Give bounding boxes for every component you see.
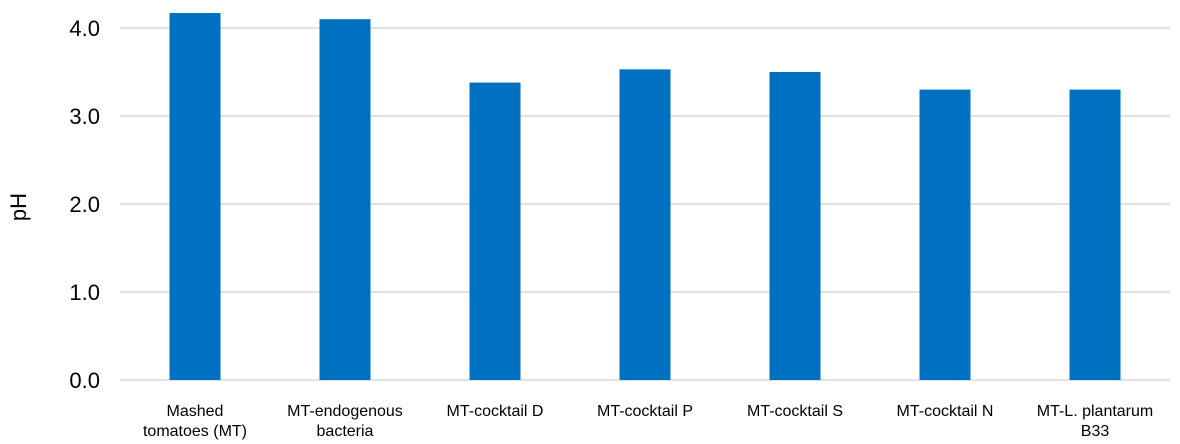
y-tick-label: 0.0 [69, 368, 100, 393]
bar [619, 69, 671, 381]
x-axis-category-labels: Mashed tomatoes (MT) MT-endogenous bacteria… [143, 403, 1153, 440]
category-label: MT-cocktail D [447, 403, 544, 420]
bar [319, 19, 371, 380]
bar [1069, 89, 1121, 380]
y-axis-title: pH [6, 193, 31, 221]
bars [169, 13, 1121, 381]
y-tick-label: 4.0 [69, 16, 100, 41]
y-tick-label: 1.0 [69, 280, 100, 305]
category-label: MT-cocktail S [747, 403, 843, 420]
bar [919, 89, 971, 380]
y-axis-tick-labels: 0.0 1.0 2.0 3.0 4.0 [69, 16, 100, 393]
bar [169, 13, 221, 380]
bar [769, 72, 821, 380]
bar [469, 82, 521, 380]
category-label: Mashed tomatoes (MT) [143, 403, 247, 440]
y-tick-label: 2.0 [69, 192, 100, 217]
y-tick-label: 3.0 [69, 104, 100, 129]
category-label: MT-cocktail P [597, 403, 693, 420]
category-label: MT-cocktail N [897, 403, 994, 420]
category-label: MT-L. plantarum B33 [1037, 403, 1153, 440]
category-label: MT-endogenous bacteria [287, 403, 403, 440]
